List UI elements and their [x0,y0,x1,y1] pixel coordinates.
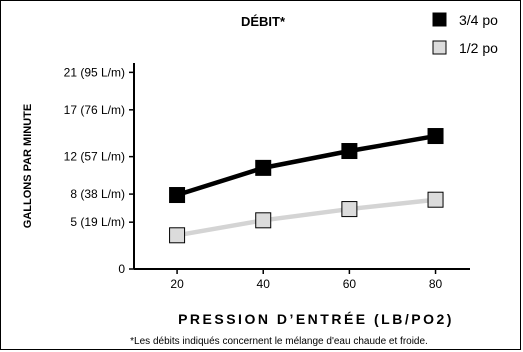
x-tick-label: 60 [343,277,357,291]
x-tick-label: 40 [257,277,271,291]
legend-swatch [432,40,447,55]
data-point [341,201,358,218]
data-point [341,143,358,160]
data-point [169,187,186,204]
y-tick-label: 17 (76 L/m) [64,103,125,117]
series-line-1 [176,197,436,238]
y-tick-label: 21 (95 L/m) [64,65,125,79]
x-tick-label: 20 [170,277,184,291]
legend: 3/4 po 1/2 po [432,12,498,56]
legend-label: 3/4 po [459,12,498,28]
y-tick-label: 12 (57 L/m) [64,150,125,164]
data-point [427,191,444,208]
x-axis-label: PRESSION D’ENTRÉE (LB/PO2) [178,311,454,327]
data-point [169,227,186,244]
data-point [255,212,272,229]
legend-swatch [432,12,447,27]
y-tick-label: 8 (38 L/m) [70,187,125,201]
y-tick-label: 5 (19 L/m) [70,215,125,229]
chart-title: DÉBIT* [241,14,286,29]
legend-label: 1/2 po [459,40,498,56]
series-line-0 [176,133,436,198]
footnote: *Les débits indiqués concernent le mélan… [130,336,428,347]
y-axis-label: GALLONS PAR MINUTE [22,104,34,228]
x-tick-label: 80 [429,277,443,291]
axes: 0 5 (19 L/m) 8 (38 L/m) 12 (57 L/m) 17 (76 L… [64,63,470,291]
y-tick-label: 0 [118,262,125,276]
series-layer [169,128,444,244]
data-point [427,128,444,145]
data-point [255,159,272,176]
